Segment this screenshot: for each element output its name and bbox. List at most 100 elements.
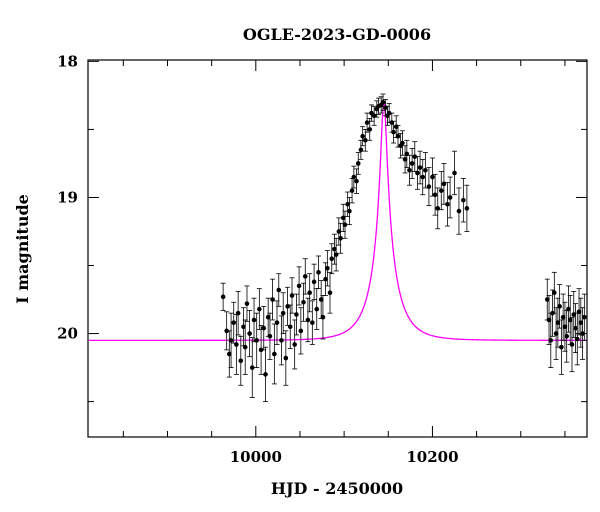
axis-ticks-layer: 10000 10200 18 19 20 — [57, 52, 587, 466]
data-marker — [445, 201, 450, 207]
data-point — [256, 288, 262, 330]
data-point — [224, 311, 230, 351]
data-marker — [310, 320, 315, 325]
data-point — [573, 303, 579, 354]
data-point — [249, 337, 255, 398]
data-point — [391, 120, 397, 144]
data-point — [258, 324, 264, 375]
data-point — [333, 237, 339, 272]
data-marker — [316, 270, 321, 275]
data-point — [360, 126, 366, 147]
data-point — [565, 285, 571, 333]
data-marker — [415, 170, 420, 176]
plot-frame — [87, 59, 588, 438]
data-marker — [364, 120, 370, 125]
data-marker — [336, 229, 342, 234]
data-marker — [329, 256, 335, 262]
data-marker — [257, 306, 262, 312]
data-marker — [438, 188, 444, 193]
data-marker — [242, 344, 248, 350]
data-marker — [380, 99, 386, 105]
data-marker — [267, 333, 273, 339]
data-point — [283, 330, 289, 386]
data-marker — [340, 215, 346, 221]
data-point — [244, 285, 250, 322]
data-marker — [287, 324, 293, 330]
data-point — [399, 130, 405, 156]
data-marker — [407, 167, 412, 173]
data-marker — [318, 297, 324, 302]
data-marker — [241, 324, 246, 330]
data-marker — [323, 276, 328, 282]
data-marker — [325, 265, 330, 271]
data-marker — [265, 314, 271, 320]
data-point — [441, 163, 447, 205]
data-marker — [354, 178, 359, 184]
data-marker — [272, 351, 277, 357]
data-marker — [296, 283, 302, 289]
data-marker — [560, 314, 566, 320]
data-marker — [220, 294, 226, 300]
data-point — [267, 312, 273, 360]
data-marker — [231, 320, 237, 325]
data-marker — [391, 129, 396, 135]
data-marker — [569, 342, 575, 347]
data-point — [422, 152, 428, 189]
data-marker — [432, 192, 438, 198]
data-marker — [235, 310, 241, 316]
data-point — [316, 255, 322, 290]
data-point — [278, 315, 284, 366]
data-point — [412, 141, 418, 173]
data-point — [346, 197, 352, 226]
data-point — [358, 139, 364, 160]
data-marker — [582, 314, 587, 320]
data-marker — [342, 222, 348, 227]
data-point — [263, 346, 269, 403]
data-marker — [280, 310, 286, 316]
data-point — [228, 312, 234, 368]
data-marker — [351, 174, 357, 180]
data-marker — [355, 161, 361, 166]
data-point — [226, 330, 232, 378]
data-marker — [555, 320, 561, 325]
data-point — [254, 312, 260, 368]
data-marker — [347, 208, 352, 214]
data-marker — [301, 299, 306, 305]
data-point — [311, 263, 317, 300]
data-marker — [447, 195, 453, 200]
data-marker — [464, 206, 470, 211]
data-marker — [294, 312, 299, 317]
data-marker — [548, 338, 554, 343]
data-marker — [345, 201, 350, 207]
data-point — [355, 152, 361, 175]
data-point — [569, 316, 575, 373]
data-marker — [228, 338, 234, 343]
data-marker — [461, 197, 466, 203]
data-marker — [456, 208, 462, 214]
data-point — [271, 323, 277, 385]
y-axis-label: I magnitude — [13, 194, 32, 304]
data-marker — [270, 297, 275, 302]
data-point — [320, 295, 326, 340]
data-point — [452, 150, 458, 196]
data-point — [289, 277, 295, 314]
data-marker — [251, 317, 257, 323]
data-point — [409, 148, 415, 179]
data-marker — [279, 338, 284, 343]
data-marker — [544, 297, 550, 302]
x-tick-label: 10000 — [230, 448, 282, 466]
data-marker — [244, 301, 250, 306]
data-point — [276, 273, 282, 307]
data-point — [429, 157, 435, 197]
data-point — [551, 271, 557, 314]
data-marker — [420, 174, 426, 180]
data-marker — [363, 137, 368, 143]
data-marker — [276, 287, 282, 293]
data-point — [420, 158, 426, 196]
data-marker — [559, 344, 564, 350]
data-marker — [302, 274, 308, 279]
data-point — [280, 292, 286, 334]
x-axis-label: HJD - 2450000 — [271, 479, 403, 498]
data-marker — [423, 167, 428, 173]
